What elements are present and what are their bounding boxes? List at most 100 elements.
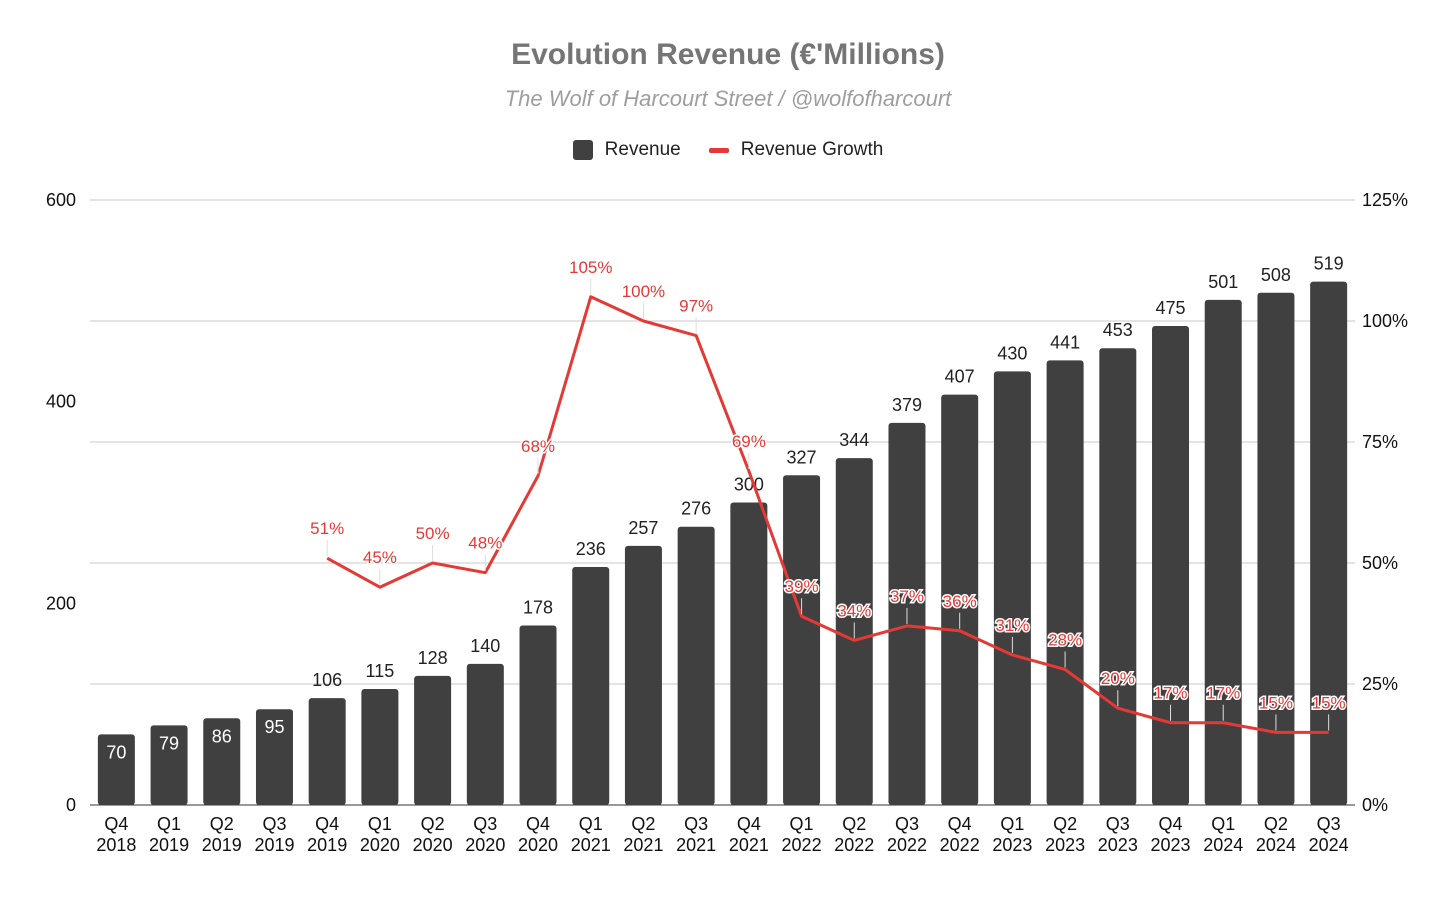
legend-item-revenue-growth: Revenue Growth bbox=[708, 139, 884, 161]
y-right-tick-label: 25% bbox=[1362, 674, 1398, 694]
bar bbox=[1099, 348, 1137, 805]
bar bbox=[1204, 299, 1242, 805]
bar bbox=[1046, 360, 1084, 805]
y-right-tick-label: 75% bbox=[1362, 432, 1398, 452]
x-tick-label: Q1 2023 bbox=[992, 814, 1032, 855]
chart-title: Evolution Revenue (€'Millions) bbox=[511, 38, 945, 71]
legend: Revenue Revenue Growth bbox=[0, 139, 1456, 161]
x-tick-label: Q4 2020 bbox=[518, 814, 558, 855]
x-tick-label: Q3 2024 bbox=[1309, 814, 1349, 855]
growth-value-label: 17% bbox=[1154, 684, 1188, 703]
bar bbox=[677, 526, 715, 805]
x-tick-label: Q2 2022 bbox=[834, 814, 874, 855]
bar bbox=[519, 625, 557, 805]
growth-value-label: 105% bbox=[569, 258, 612, 277]
bar bbox=[730, 502, 768, 805]
bar-value-label: 86 bbox=[212, 726, 232, 746]
bar-value-label: 475 bbox=[1155, 298, 1185, 318]
bar-value-label: 140 bbox=[470, 636, 500, 656]
bar bbox=[1257, 292, 1295, 805]
bar bbox=[783, 475, 821, 805]
y-left-tick-label: 400 bbox=[46, 392, 76, 412]
growth-value-label: 15% bbox=[1259, 693, 1293, 712]
growth-value-label: 37% bbox=[890, 587, 924, 606]
bar bbox=[572, 567, 610, 805]
bar-value-label: 327 bbox=[787, 447, 817, 467]
bar-value-label: 106 bbox=[312, 670, 342, 690]
x-tick-label: Q3 2021 bbox=[676, 814, 716, 855]
bar-value-label: 236 bbox=[576, 539, 606, 559]
bar-value-label: 128 bbox=[418, 648, 448, 668]
x-tick-label: Q1 2019 bbox=[149, 814, 189, 855]
x-tick-label: Q2 2021 bbox=[623, 814, 663, 855]
bar-value-label: 430 bbox=[997, 343, 1027, 363]
growth-value-label: 100% bbox=[622, 282, 665, 301]
x-tick-label: Q4 2019 bbox=[307, 814, 347, 855]
x-tick-label: Q1 2024 bbox=[1203, 814, 1243, 855]
legend-swatch-revenue bbox=[572, 140, 593, 160]
growth-value-label: 20% bbox=[1101, 669, 1135, 688]
legend-swatch-revenue-growth bbox=[708, 147, 729, 153]
y-left-tick-label: 600 bbox=[46, 190, 76, 210]
bar-value-label: 178 bbox=[523, 598, 553, 618]
growth-value-label: 31% bbox=[995, 616, 1029, 635]
bar-value-label: 508 bbox=[1261, 265, 1291, 285]
x-tick-label: Q1 2022 bbox=[782, 814, 822, 855]
bar-value-label: 501 bbox=[1208, 272, 1238, 292]
x-tick-label: Q4 2022 bbox=[940, 814, 980, 855]
growth-value-label: 17% bbox=[1206, 684, 1240, 703]
bar-value-label: 344 bbox=[839, 430, 869, 450]
bar-value-label: 407 bbox=[945, 367, 975, 387]
chart-subtitle: The Wolf of Harcourt Street / @wolfofhar… bbox=[504, 86, 952, 111]
growth-value-label: 28% bbox=[1048, 630, 1082, 649]
y-right-tick-label: 100% bbox=[1362, 311, 1408, 331]
bar-value-label: 115 bbox=[366, 661, 395, 681]
bar bbox=[941, 394, 979, 805]
x-tick-label: Q3 2023 bbox=[1098, 814, 1138, 855]
y-left-tick-label: 200 bbox=[46, 593, 76, 613]
bar-value-label: 70 bbox=[106, 742, 126, 762]
legend-label-revenue: Revenue bbox=[604, 139, 681, 160]
x-tick-label: Q3 2022 bbox=[887, 814, 927, 855]
x-tick-label: Q4 2018 bbox=[96, 814, 136, 855]
bar bbox=[203, 718, 241, 805]
bar bbox=[1310, 281, 1348, 805]
bar bbox=[97, 734, 135, 805]
bar bbox=[466, 663, 504, 805]
x-tick-label: Q1 2021 bbox=[571, 814, 611, 855]
growth-value-label: 50% bbox=[416, 524, 450, 543]
growth-value-label: 97% bbox=[679, 297, 713, 316]
bar-value-label: 79 bbox=[159, 733, 179, 753]
growth-line bbox=[326, 295, 1329, 734]
x-tick-label: Q2 2019 bbox=[202, 814, 242, 855]
growth-value-label: 36% bbox=[943, 592, 977, 611]
growth-value-label: 15% bbox=[1312, 693, 1346, 712]
x-tick-label: Q1 2020 bbox=[360, 814, 400, 855]
growth-value-label: 51% bbox=[310, 519, 344, 538]
growth-value-label: 39% bbox=[785, 577, 819, 596]
bar-value-label: 257 bbox=[628, 518, 658, 538]
y-left-tick-label: 0 bbox=[66, 795, 76, 815]
legend-item-revenue: Revenue bbox=[572, 139, 681, 161]
bar bbox=[993, 371, 1031, 805]
x-tick-label: Q4 2021 bbox=[729, 814, 769, 855]
growth-value-label: 68% bbox=[521, 437, 555, 456]
growth-value-label: 34% bbox=[837, 601, 871, 620]
y-right-tick-label: 125% bbox=[1362, 190, 1408, 210]
bar bbox=[1152, 326, 1190, 805]
x-tick-label: Q3 2020 bbox=[465, 814, 505, 855]
bar bbox=[308, 698, 346, 805]
bar bbox=[624, 545, 662, 805]
bar bbox=[414, 675, 452, 805]
x-tick-label: Q2 2023 bbox=[1045, 814, 1085, 855]
bar bbox=[255, 709, 293, 805]
legend-label-revenue-growth: Revenue Growth bbox=[740, 139, 884, 160]
bar bbox=[150, 725, 188, 805]
x-tick-label: Q4 2023 bbox=[1150, 814, 1190, 855]
x-tick-label: Q2 2020 bbox=[413, 814, 453, 855]
bar-value-label: 300 bbox=[734, 475, 764, 495]
y-right-tick-label: 0% bbox=[1362, 795, 1388, 815]
bar bbox=[361, 689, 399, 805]
y-right-tick-label: 50% bbox=[1362, 553, 1398, 573]
